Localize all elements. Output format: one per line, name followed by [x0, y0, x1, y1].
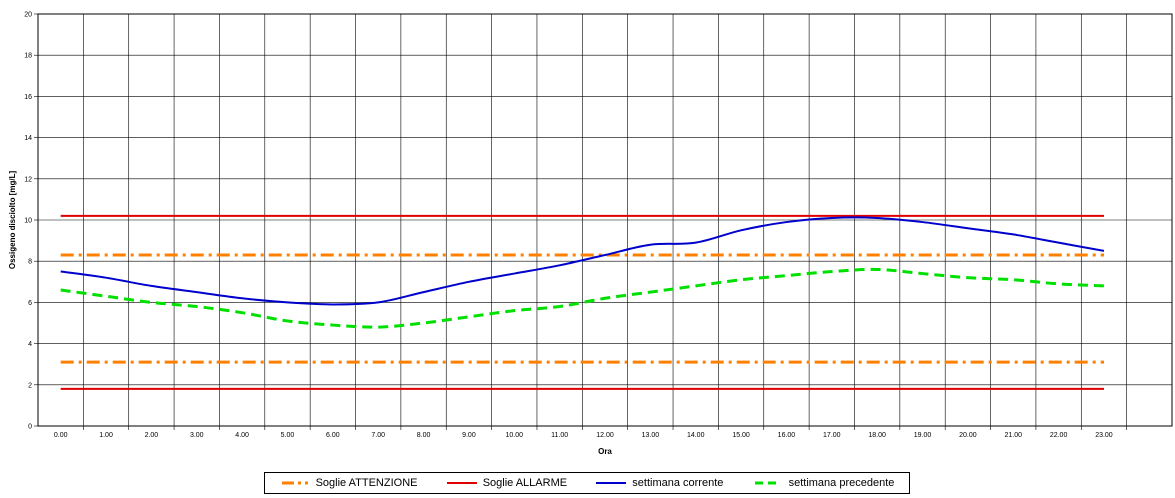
legend-label-attenzione: Soglie ATTENZIONE [315, 477, 418, 489]
x-tick-label: 4.00 [235, 432, 249, 439]
y-tick-label: 4 [28, 341, 32, 348]
y-tick-label: 14 [24, 135, 32, 142]
y-tick-label: 18 [24, 53, 32, 60]
x-tick-label: 15.00 [732, 432, 750, 439]
x-tick-label: 21.00 [1004, 432, 1022, 439]
x-tick-label: 16.00 [778, 432, 796, 439]
line-chart: 0 2 4 6 8 10 12 14 16 18 20 0.00 1.00 2.00 3.00 4.00 5.… [8, 12, 1173, 456]
legend-swatch-allarme [446, 482, 477, 484]
y-axis-title: Ossigeno disciolto [mg/L] [8, 171, 17, 270]
legend-item-attenzione: Soglie ATTENZIONE [280, 477, 418, 489]
x-tick-label: 17.00 [823, 432, 841, 439]
x-tick-label: 18.00 [868, 432, 886, 439]
y-tick-label: 2 [28, 382, 32, 389]
x-tick-label: 13.00 [642, 432, 660, 439]
legend-item-corrente: settimana corrente [596, 477, 723, 489]
x-tick-label: 3.00 [190, 432, 204, 439]
x-axis-title: Ora [598, 447, 612, 456]
y-tick-label: 16 [24, 94, 32, 101]
series-lines [60, 216, 1105, 329]
x-tick-label: 5.00 [281, 432, 295, 439]
x-tick-label: 6.00 [326, 432, 340, 439]
legend-swatch-attenzione [281, 481, 308, 485]
x-tick-labels: 0.00 1.00 2.00 3.00 4.00 5.00 6.00 7.00 8.00 9.00… [54, 432, 1113, 439]
x-tick-label: 7.00 [371, 432, 385, 439]
x-tick-label: 2.00 [145, 432, 159, 439]
legend-item-precedente: settimana precedente [753, 477, 895, 489]
y-tick-label: 6 [28, 300, 32, 307]
x-tick-label: 10.00 [506, 432, 524, 439]
threshold-lines [60, 214, 1104, 390]
x-tick-label: 14.00 [687, 432, 705, 439]
y-tick-labels: 0 2 4 6 8 10 12 14 16 18 20 [24, 12, 32, 431]
legend-label-precedente: settimana precedente [788, 477, 895, 489]
legend-item-allarme: Soglie ALLARME [446, 477, 568, 489]
x-tick-label: 8.00 [417, 432, 431, 439]
y-tick-label: 12 [24, 176, 32, 183]
legend-swatch-corrente [596, 482, 627, 484]
x-tick-label: 19.00 [914, 432, 932, 439]
legend-label-corrente: settimana corrente [632, 477, 724, 489]
y-tick-label: 8 [28, 259, 32, 266]
series-line-corrente [60, 216, 1105, 306]
series-line-precedente [60, 267, 1105, 329]
legend-swatch-precedente [754, 481, 781, 485]
y-tick-label: 10 [24, 218, 32, 225]
legend: Soglie ATTENZIONE Soglie ALLARME settima… [264, 472, 910, 494]
x-tick-label: 9.00 [462, 432, 476, 439]
y-tick-label: 20 [24, 12, 32, 19]
x-tick-label: 22.00 [1050, 432, 1068, 439]
grid [34, 13, 1172, 430]
x-tick-label: 0.00 [54, 432, 68, 439]
x-tick-label: 12.00 [596, 432, 614, 439]
legend-label-allarme: Soglie ALLARME [482, 477, 568, 489]
x-tick-label: 20.00 [959, 432, 977, 439]
x-tick-label: 23.00 [1095, 432, 1113, 439]
x-tick-label: 1.00 [99, 432, 113, 439]
y-tick-label: 0 [28, 424, 32, 431]
x-tick-label: 11.00 [551, 432, 568, 439]
